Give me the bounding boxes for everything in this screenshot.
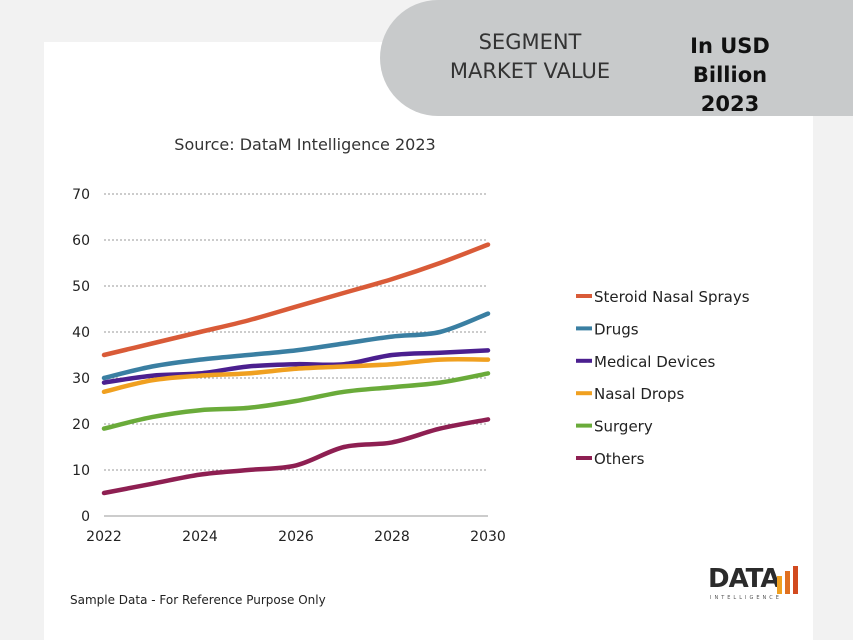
legend-label-others: Others	[594, 450, 645, 468]
content-card	[44, 42, 813, 640]
series-line-steroid-nasal-sprays	[101, 242, 491, 358]
y-tick-label: 40	[72, 325, 90, 341]
y-tick-label: 60	[72, 233, 90, 249]
x-tick-label: 2022	[86, 529, 122, 545]
legend-label-surgery: Surgery	[594, 418, 653, 436]
segment-market-value-label: SEGMENT MARKET VALUE	[445, 28, 615, 86]
legend-label-drugs: Drugs	[594, 320, 639, 338]
logo-bars-icon	[777, 566, 798, 594]
x-tick-label: 2024	[182, 529, 218, 545]
x-tick-label: 2028	[374, 529, 410, 545]
legend-label-nasal-drops: Nasal Drops	[594, 385, 684, 403]
footnote: Sample Data - For Reference Purpose Only	[70, 593, 326, 607]
series-line-drugs	[101, 311, 491, 381]
y-tick-label: 70	[72, 187, 90, 203]
y-tick-label: 0	[81, 509, 90, 525]
x-tick-label: 2030	[470, 529, 506, 545]
logo-word: DATA	[708, 564, 781, 594]
segment-label-line1: SEGMENT	[478, 30, 582, 54]
series-line-nasal-drops	[101, 357, 491, 395]
chart-title: Source: DataM Intelligence 2023	[174, 135, 435, 154]
datam-logo: DATA INTELLIGENCE	[708, 564, 802, 608]
unit-label: In USD Billion 2023	[650, 32, 810, 119]
y-tick-label: 20	[72, 417, 90, 433]
series-line-surgery	[101, 371, 491, 431]
series-line-medical-devices	[101, 348, 491, 385]
unit-label-line2: 2023	[700, 92, 760, 116]
series-line-others	[101, 417, 491, 496]
header-banner	[380, 0, 853, 116]
legend-label-medical-devices: Medical Devices	[594, 353, 716, 371]
unit-label-line1: In USD Billion	[690, 34, 770, 87]
y-tick-label: 30	[72, 371, 90, 387]
segment-label-line2: MARKET VALUE	[449, 59, 611, 83]
logo-subtext: INTELLIGENCE	[710, 595, 782, 601]
legend-label-steroid-nasal-sprays: Steroid Nasal Sprays	[594, 288, 750, 306]
y-tick-label: 50	[72, 279, 90, 295]
x-tick-label: 2026	[278, 529, 314, 545]
y-tick-label: 10	[72, 463, 90, 479]
